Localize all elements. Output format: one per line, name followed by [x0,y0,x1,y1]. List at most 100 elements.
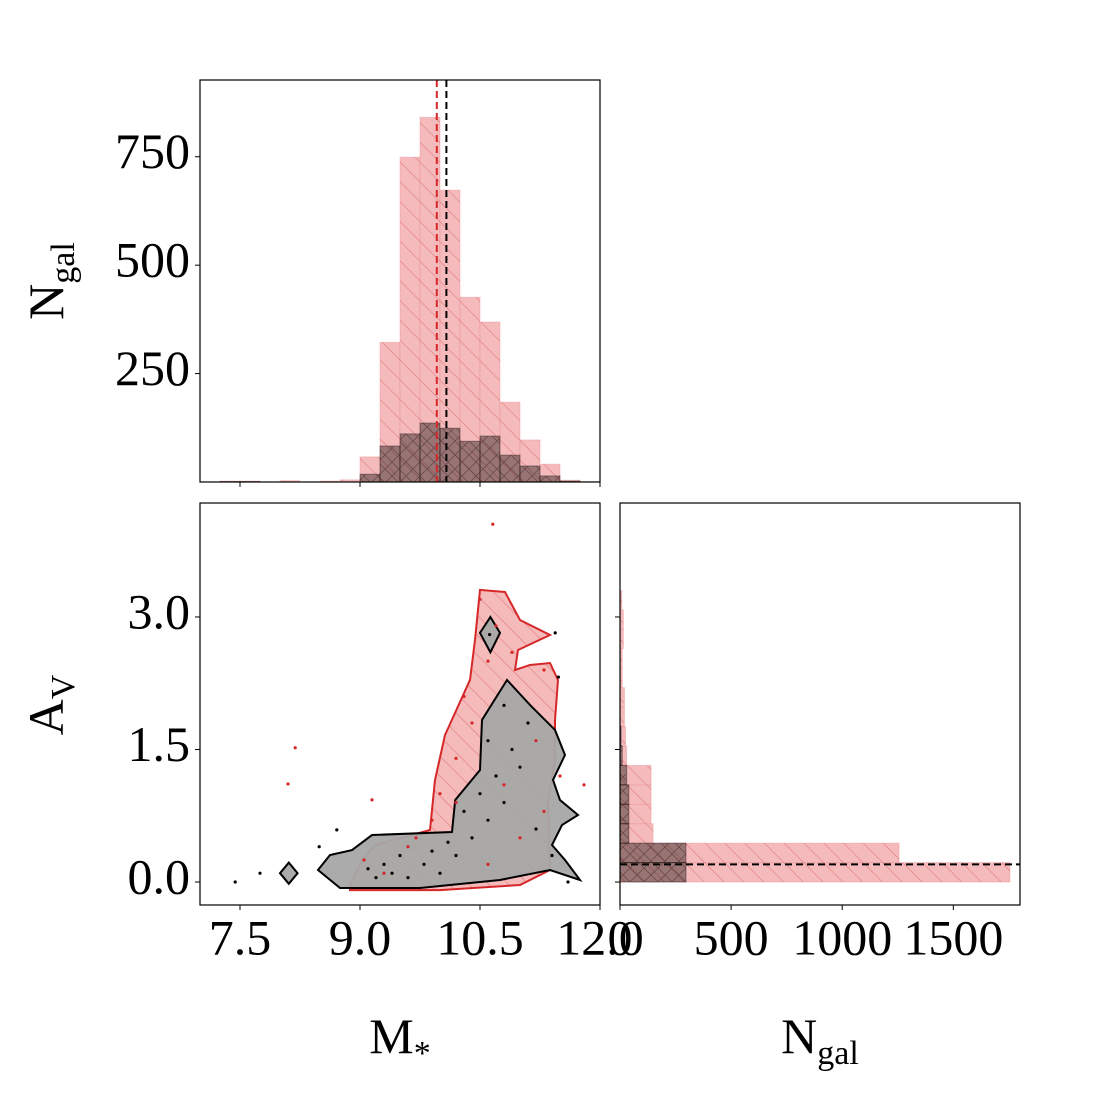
label-sub: * [414,1035,431,1072]
hist-hatch [540,475,560,482]
label-main: M [369,1008,413,1064]
scatter-point [233,880,237,884]
plot-area [620,589,1020,883]
axis-label: M* [369,1008,430,1071]
hist-hatch [440,190,460,482]
scatter-point [566,880,570,884]
scatter-point [486,862,490,866]
hist-hatch [620,648,623,669]
scatter-point [494,624,498,628]
hist-hatch [620,784,629,805]
scatter-point [494,774,498,778]
scatter-point [526,721,530,725]
hist-hatch [400,157,420,482]
x-tick-label: 9.0 [329,909,392,965]
scatter-point [486,818,490,822]
scatter-point [335,828,339,832]
scatter-point [382,862,386,866]
scatter-point [470,836,474,840]
label-main: N [18,284,74,320]
y-tick-label: 500 [115,232,190,288]
hist-hatch [620,707,625,727]
hist-hatch [520,465,540,482]
scatter-point [486,739,490,743]
panel-frame [619,502,1021,906]
label-sub: gal [817,1035,859,1072]
x-tick-label: 1000 [792,909,892,965]
scatter-point [430,849,434,853]
scatter-point [422,862,426,866]
hist-hatch [620,862,686,883]
hist-hatch [420,423,440,482]
hist-hatch [280,480,300,482]
hist-hatch [620,726,626,746]
scatter-point [518,765,522,769]
scatter-point [454,853,458,858]
scatter-point [534,827,538,831]
hist-hatch [420,117,440,482]
scatter-point [446,840,450,844]
scatter-point [438,792,442,796]
hist-hatch [620,765,652,785]
label-sub: gal [45,242,82,284]
panel-frame [199,79,601,483]
scatter-point [382,871,386,875]
scatter-point [293,746,297,750]
contour-fill [280,862,298,884]
scatter-point [454,800,458,805]
hist-hatch [620,745,627,766]
plot-area [219,80,600,482]
hist-hatch [460,441,480,482]
scatter-point [553,631,557,635]
scatter-point [486,659,490,663]
scatter-point [542,809,546,813]
scatter-point [374,876,378,880]
scatter-point [478,792,482,796]
scatter-point [406,876,410,880]
hist-hatch [480,436,500,482]
x-tick-label: 10.5 [436,909,524,965]
hist-hatch [620,609,624,630]
hist-hatch [440,428,460,482]
x-tick-label: 1500 [903,909,1003,965]
hist-hatch [620,843,900,863]
y-tick-label: 750 [115,123,190,179]
axis-label: Ngal [18,242,81,320]
hist-hatch [620,590,622,610]
scatter-point [462,694,466,699]
hist-hatch [500,455,520,482]
scatter-point [438,871,442,875]
contour-fill [318,679,580,889]
scatter-point [558,774,562,778]
y-tick-label: 3.0 [128,583,191,639]
hist-hatch [620,668,623,688]
label-main: N [781,1008,817,1064]
scatter-point [286,782,290,786]
x-tick-label: 12.0 [556,909,644,965]
x-tick-label: 0 [608,909,633,965]
hist-hatch [400,433,420,482]
hist-hatch [620,823,629,844]
y-tick-label: 1.5 [128,716,191,772]
scatter-point [582,783,586,787]
label-main: A [18,699,74,735]
scatter-point [390,871,394,875]
hist-hatch [620,804,629,824]
scatter-point [370,798,374,802]
scatter-point [454,756,458,760]
scatter-point [534,739,538,743]
scatter-point [510,747,514,752]
hist-hatch [620,765,627,785]
contour-line [316,678,583,890]
scatter-point [470,721,474,725]
label-sub: V [45,674,82,699]
scatter-point [398,853,402,858]
scatter-point [258,871,262,875]
y-tick-label: 250 [115,340,190,396]
scatter-point [542,668,546,672]
contour-line [478,615,502,655]
scatter-point [488,633,492,637]
scatter-point [510,650,514,654]
scatter-point [502,783,506,787]
hist-hatch [620,629,624,649]
